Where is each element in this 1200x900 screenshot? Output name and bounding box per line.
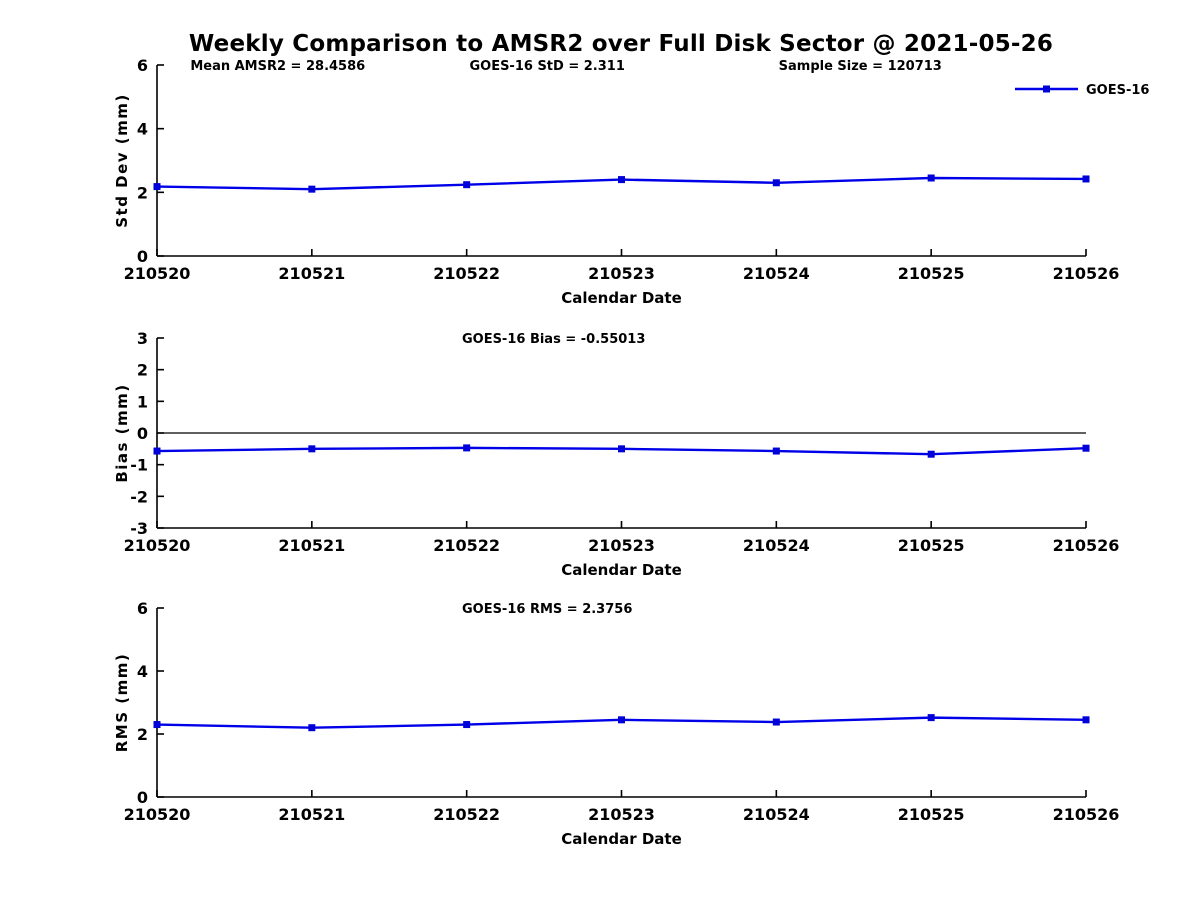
x-tick-label: 210526 [1053, 264, 1120, 283]
y-tick-label: 0 [137, 247, 148, 266]
x-axis-label: Calendar Date [561, 561, 682, 579]
x-tick-label: 210524 [743, 264, 810, 283]
y-tick-label: -3 [130, 519, 148, 538]
plot-annotation: Mean AMSR2 = 28.4586 [190, 59, 365, 74]
y-axis-label: Std Dev (mm) [113, 93, 131, 228]
plot-annotation: GOES-16 RMS = 2.3756 [462, 602, 632, 617]
plot-annotation: GOES-16 Bias = -0.55013 [462, 332, 645, 347]
plot-annotation: Sample Size = 120713 [779, 59, 942, 74]
data-point-marker [927, 450, 935, 458]
data-point-marker [308, 724, 316, 732]
x-tick-label: 210525 [898, 536, 965, 555]
y-tick-label: 4 [137, 662, 148, 681]
data-point-marker [463, 444, 471, 452]
data-point-marker [618, 176, 625, 184]
y-tick-label: 4 [137, 120, 148, 139]
data-point-marker [927, 174, 935, 182]
data-point-marker [772, 179, 780, 187]
x-tick-label: 210524 [743, 805, 810, 824]
x-tick-label: 210520 [124, 805, 191, 824]
data-point-marker [927, 714, 935, 722]
y-tick-label: 2 [137, 183, 148, 202]
chart-title: Weekly Comparison to AMSR2 over Full Dis… [188, 31, 1054, 57]
y-tick-label: 0 [137, 424, 148, 443]
x-tick-label: 210521 [278, 536, 345, 555]
x-axis-label: Calendar Date [561, 289, 682, 307]
y-tick-label: 2 [137, 725, 148, 744]
data-point-marker [1082, 716, 1090, 724]
x-tick-label: 210525 [898, 264, 965, 283]
x-tick-label: 210522 [433, 264, 500, 283]
data-point-marker [618, 445, 625, 453]
y-tick-label: 1 [137, 392, 148, 411]
y-axis-label: Bias (mm) [113, 383, 131, 482]
x-tick-label: 210524 [743, 536, 810, 555]
x-tick-label: 210526 [1053, 536, 1120, 555]
data-point-marker [772, 718, 780, 726]
data-point-marker [308, 185, 316, 193]
x-tick-label: 210521 [278, 805, 345, 824]
y-tick-label: 6 [137, 56, 148, 75]
x-tick-label: 210520 [124, 536, 191, 555]
data-point-marker [772, 447, 780, 455]
x-tick-label: 210523 [588, 264, 655, 283]
legend-label: GOES-16 [1086, 83, 1149, 98]
legend-marker [1043, 85, 1050, 93]
data-point-marker [1082, 444, 1090, 452]
y-tick-label: -1 [130, 456, 148, 475]
y-tick-label: -2 [130, 487, 148, 506]
y-tick-label: 6 [137, 599, 148, 618]
y-tick-label: 0 [137, 788, 148, 807]
data-point-marker [153, 721, 161, 729]
x-tick-label: 210523 [588, 805, 655, 824]
data-point-marker [463, 181, 471, 189]
y-tick-label: 3 [137, 329, 148, 348]
x-tick-label: 210522 [433, 536, 500, 555]
data-point-marker [308, 445, 316, 453]
data-point-marker [153, 183, 161, 191]
data-point-marker [463, 721, 471, 729]
data-point-marker [1082, 175, 1090, 183]
x-tick-label: 210520 [124, 264, 191, 283]
y-tick-label: 2 [137, 361, 148, 380]
x-axis-label: Calendar Date [561, 830, 682, 848]
y-axis-label: RMS (mm) [113, 653, 131, 752]
data-point-marker [153, 447, 161, 455]
plot-annotation: GOES-16 StD = 2.311 [469, 59, 624, 74]
x-tick-label: 210523 [588, 536, 655, 555]
x-tick-label: 210522 [433, 805, 500, 824]
data-point-marker [618, 716, 625, 724]
x-tick-label: 210521 [278, 264, 345, 283]
x-tick-label: 210525 [898, 805, 965, 824]
x-tick-label: 210526 [1053, 805, 1120, 824]
